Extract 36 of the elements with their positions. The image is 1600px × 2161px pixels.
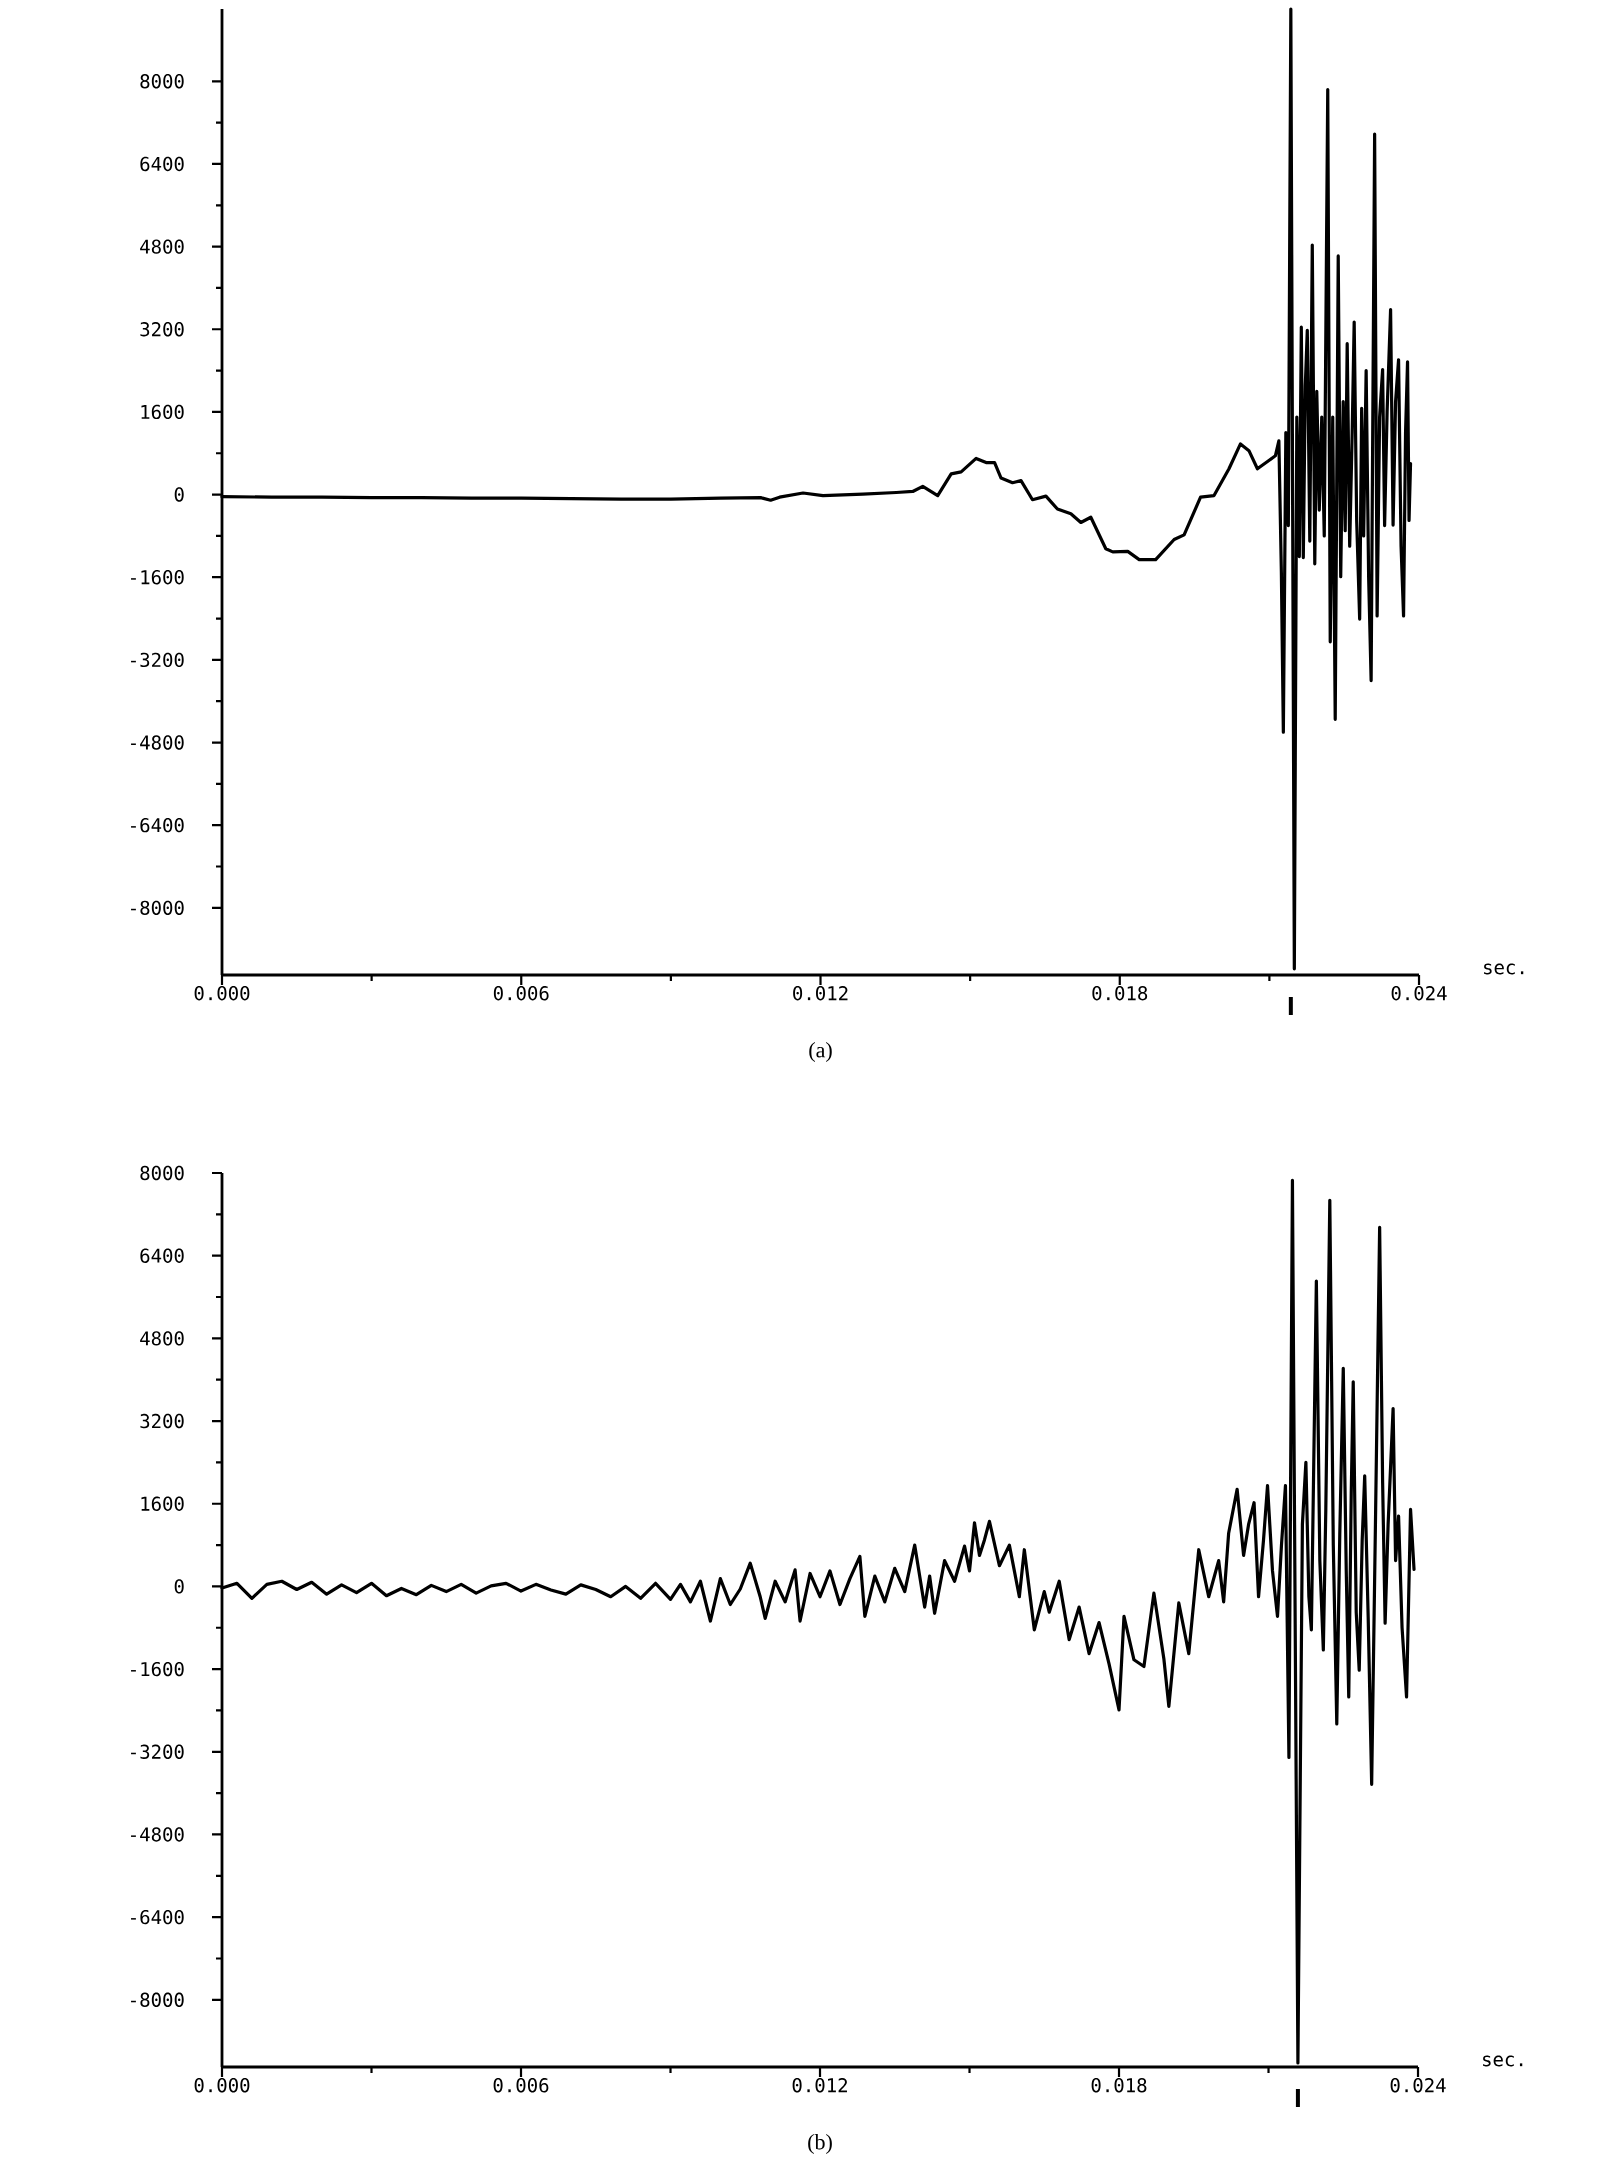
y-tick-label: -3200: [131, 1744, 184, 1759]
y-tick-label: 8000: [140, 74, 184, 89]
y-tick-label: -8000: [131, 900, 184, 916]
x-tick-label: 0.000: [194, 2078, 250, 2093]
y-tick-label: -1600: [131, 570, 184, 585]
y-tick-label: -3200: [131, 652, 184, 668]
y-tick-label: 6400: [140, 1248, 184, 1263]
y-tick-label: -8000: [131, 1992, 184, 2008]
y-tick-label: 0: [174, 487, 184, 502]
x-axis-title: sec.: [1483, 2055, 1523, 2067]
y-tick-label: -6400: [131, 817, 184, 833]
y-tick-label: 3200: [140, 1413, 184, 1429]
x-axis-title: sec.: [1484, 963, 1524, 975]
x-tick-label: 0.012: [793, 986, 848, 1001]
y-tick-label: -4800: [131, 735, 184, 750]
y-tick-label: 8000: [140, 1165, 184, 1181]
x-tick-label: 0.024: [1391, 986, 1447, 1001]
y-tick-label: -4800: [131, 1827, 184, 1842]
y-tick-label: -6400: [131, 1909, 184, 1925]
x-tick-label: 0.024: [1390, 2078, 1446, 2093]
x-tick-label: 0.018: [1092, 986, 1148, 1001]
y-tick-label: 3200: [140, 322, 184, 337]
x-tick-label: 0.000: [194, 986, 250, 1001]
y-tick-label: -1600: [131, 1661, 184, 1677]
y-tick-label: 4800: [140, 239, 184, 254]
y-tick-label: 6400: [140, 156, 184, 172]
x-tick-label: 0.006: [493, 2078, 549, 2093]
x-tick-label: 0.012: [792, 2078, 847, 2093]
y-tick-label: 4800: [140, 1331, 184, 1346]
y-tick-label: 1600: [141, 404, 184, 420]
text: (a): [809, 1042, 832, 1062]
y-tick-label: 1600: [141, 1496, 184, 1511]
x-tick-label: 0.018: [1091, 2078, 1147, 2093]
y-tick-label: 0: [174, 1579, 184, 1594]
text: (b): [808, 2134, 832, 2154]
x-tick-label: 0.006: [493, 986, 549, 1001]
